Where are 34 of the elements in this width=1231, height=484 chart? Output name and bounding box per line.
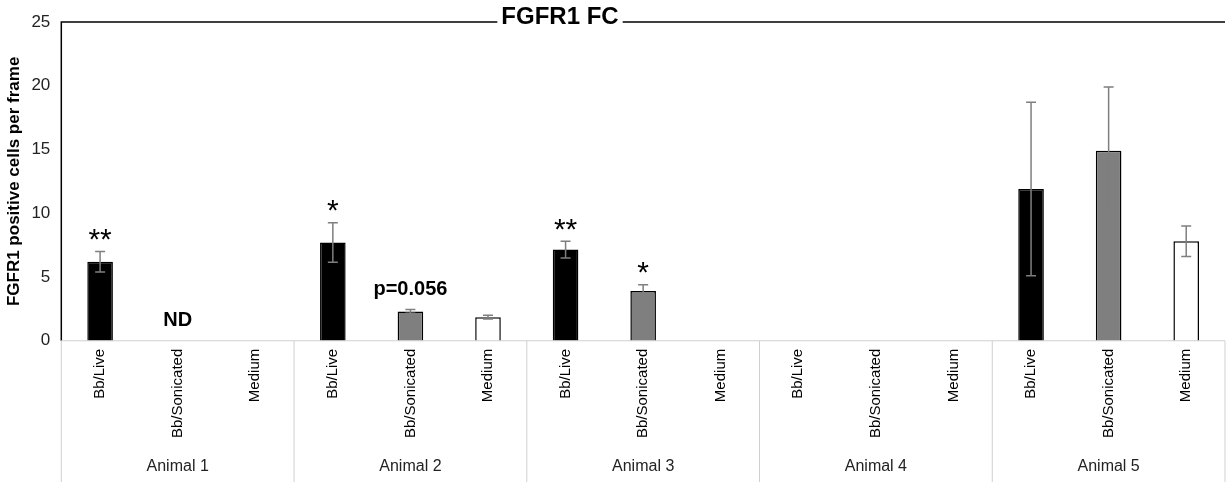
x-tick-label: Bb/Live [90,348,108,399]
y-axis-title: FGFR1 positive cells per frame [3,56,23,307]
x-tick-label: Medium [943,348,961,403]
y-tick-label: 5 [40,266,51,286]
x-tick-label: Bb/Sonicated [1098,348,1116,438]
annotation: * [637,254,650,288]
y-tick-label: 20 [31,75,51,95]
annotation: ND [163,308,193,331]
y-tick-label: 0 [40,330,51,350]
chart-title: FGFR1 FC [501,1,619,29]
x-tick-label: Bb/Live [788,348,806,399]
annotation: ** [88,221,113,255]
x-tick-label: Bb/Sonicated [400,348,418,438]
x-tick-label: Bb/Sonicated [167,348,185,438]
x-tick-label: Bb/Live [555,348,573,399]
text: Animal 1 [146,457,209,475]
text: Animal 5 [1077,457,1140,475]
x-tick-label: Medium [245,348,263,403]
annotation: ** [553,211,578,245]
y-tick-label: 25 [31,11,51,31]
y-tick-label: 10 [31,202,51,222]
text: Animal 3 [612,457,675,475]
text: Animal 4 [844,457,908,475]
annotation: * [326,193,339,227]
x-tick-label: Bb/Live [1021,348,1039,399]
x-tick-label: Medium [478,348,496,403]
x-tick-label: Bb/Sonicated [633,348,651,438]
x-tick-label: Bb/Sonicated [866,348,884,438]
text: Animal 2 [379,457,442,475]
annotation: p=0.056 [373,277,448,300]
y-tick-label: 15 [31,139,51,159]
x-tick-label: Medium [1176,348,1194,403]
x-tick-label: Bb/Live [322,348,340,399]
x-tick-label: Medium [710,348,728,403]
